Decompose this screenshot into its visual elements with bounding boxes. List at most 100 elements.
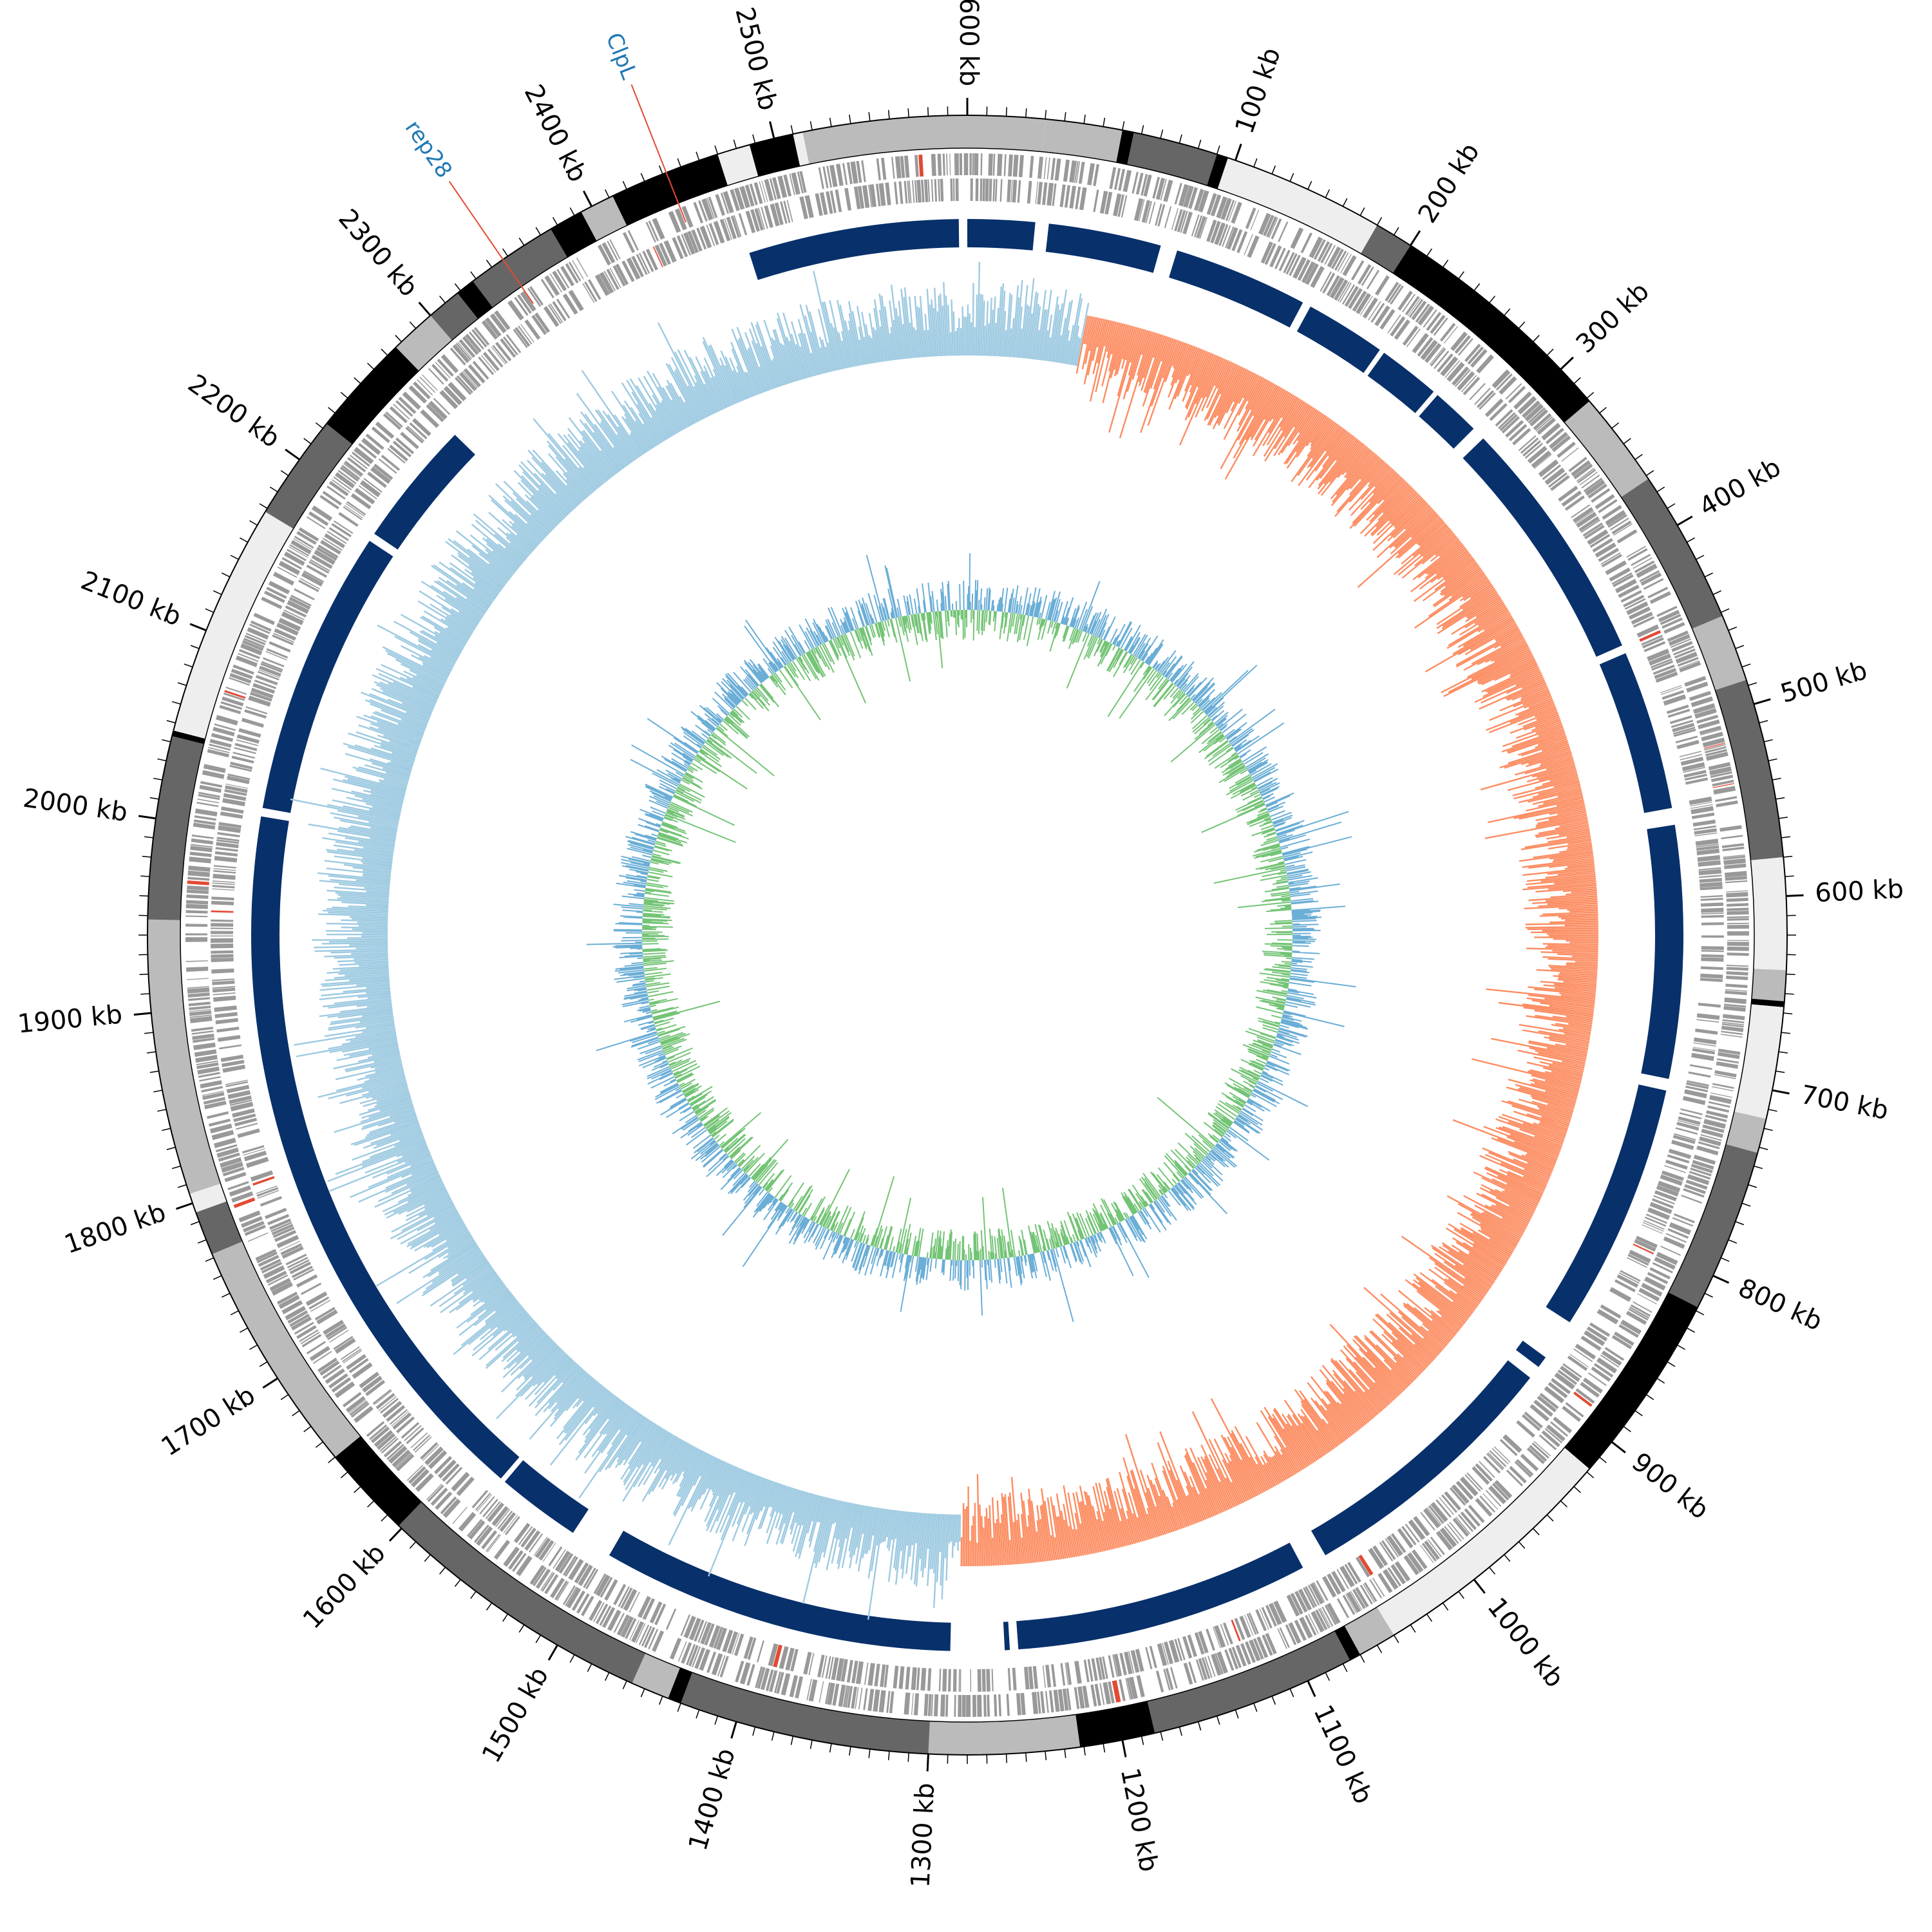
gene-feature <box>1446 1524 1462 1542</box>
gene-feature <box>258 669 280 678</box>
minor-tick <box>1778 817 1788 819</box>
gene-feature <box>221 806 244 814</box>
gene-feature <box>1710 1092 1732 1098</box>
gene-feature <box>1727 907 1749 911</box>
gene-feature <box>1087 1659 1094 1682</box>
minor-tick <box>733 139 737 149</box>
contig-block <box>793 131 810 166</box>
gene-feature <box>243 1148 265 1156</box>
gene-feature <box>241 1216 263 1228</box>
gene-feature <box>1575 1388 1595 1404</box>
gene-feature <box>260 663 283 673</box>
gene-feature <box>422 1444 440 1461</box>
gene-feature <box>693 202 704 223</box>
gene-feature <box>1486 1453 1504 1470</box>
gene-feature <box>1265 1605 1277 1627</box>
minor-tick <box>1686 1327 1695 1333</box>
gene-feature <box>1586 1326 1608 1341</box>
contig-ring-inner-edge <box>180 147 1755 1723</box>
gene-feature <box>249 692 272 702</box>
gene-feature <box>267 1274 289 1286</box>
gene-feature <box>1108 1681 1115 1704</box>
gene-feature <box>1721 1030 1743 1036</box>
gene-feature <box>301 572 323 587</box>
gene-feature <box>1613 574 1634 587</box>
gene-feature <box>1592 538 1613 553</box>
gene-feature <box>1493 1446 1511 1463</box>
gene-feature <box>370 466 391 484</box>
gene-feature <box>946 153 948 176</box>
gene-feature <box>1573 1348 1593 1362</box>
gene-feature <box>1626 601 1649 616</box>
gene-feature <box>365 433 384 450</box>
gene-feature <box>245 632 267 643</box>
gene-feature <box>1441 1494 1458 1513</box>
gene-feature <box>271 1224 294 1236</box>
gene-feature <box>1444 1526 1459 1544</box>
major-tick <box>1409 230 1421 246</box>
gene-feature <box>241 717 264 728</box>
gene-feature <box>489 313 507 334</box>
major-tick <box>285 448 300 460</box>
gene-feature <box>1390 316 1406 337</box>
gene-feature <box>252 1176 275 1186</box>
gene-feature <box>224 1171 247 1182</box>
gene-feature <box>641 1625 652 1647</box>
minor-tick <box>1325 189 1331 198</box>
minor-tick <box>149 797 159 800</box>
gene-feature <box>622 232 635 253</box>
gene-feature <box>803 1651 812 1675</box>
gene-feature <box>1725 989 1747 992</box>
gene-feature <box>308 1296 330 1310</box>
gene-feature <box>711 1653 723 1676</box>
gene-feature <box>1604 1347 1625 1361</box>
minor-tick <box>1720 1257 1730 1262</box>
minor-tick <box>166 1146 176 1150</box>
gene-feature <box>1629 1249 1651 1264</box>
gene-feature <box>494 310 511 330</box>
gene-feature <box>1520 437 1539 454</box>
gene-feature <box>1437 353 1454 373</box>
gene-feature <box>354 446 374 464</box>
gene-feature <box>1684 1089 1707 1099</box>
gc-skew-negative <box>290 261 1090 1620</box>
gene-feature <box>566 1587 582 1609</box>
gene-feature <box>1666 705 1689 714</box>
gene-feature <box>1690 696 1714 708</box>
minor-tick <box>622 180 627 190</box>
gene-feature <box>316 547 337 561</box>
gene-feature <box>760 1667 770 1690</box>
gene-feature <box>959 153 963 176</box>
gene-feature <box>1128 1651 1135 1674</box>
gene-feature <box>1700 966 1723 971</box>
gene-feature <box>1379 1542 1394 1562</box>
gene-feature <box>375 1392 395 1410</box>
minor-tick <box>1473 283 1481 291</box>
gene-feature <box>1681 762 1705 772</box>
gene-feature <box>1575 511 1597 528</box>
gene-feature <box>1495 409 1513 427</box>
gene-feature <box>191 844 213 848</box>
gene-feature <box>548 1546 563 1567</box>
gene-feature <box>1699 1136 1721 1146</box>
gene-feature <box>1509 1466 1527 1484</box>
gene-feature <box>844 1685 850 1708</box>
gene-feature <box>874 1663 880 1687</box>
gene-feature <box>291 1265 313 1278</box>
gene-feature <box>869 184 876 207</box>
gene-feature <box>927 1668 932 1691</box>
gene-feature <box>799 171 807 193</box>
gene-feature <box>1561 490 1582 507</box>
gene-feature <box>554 1580 568 1600</box>
gene-feature <box>233 1197 256 1209</box>
gene-feature <box>568 289 584 312</box>
scale-tick-label: 100 kb <box>1229 44 1286 137</box>
gene-feature <box>599 1605 612 1626</box>
gene-feature <box>1531 1442 1549 1459</box>
gene-feature <box>372 1389 392 1405</box>
gene-feature <box>769 178 777 200</box>
gene-feature <box>851 1686 857 1709</box>
gene-feature <box>1492 369 1511 389</box>
gene-feature <box>480 354 497 373</box>
gene-feature <box>1684 676 1707 687</box>
